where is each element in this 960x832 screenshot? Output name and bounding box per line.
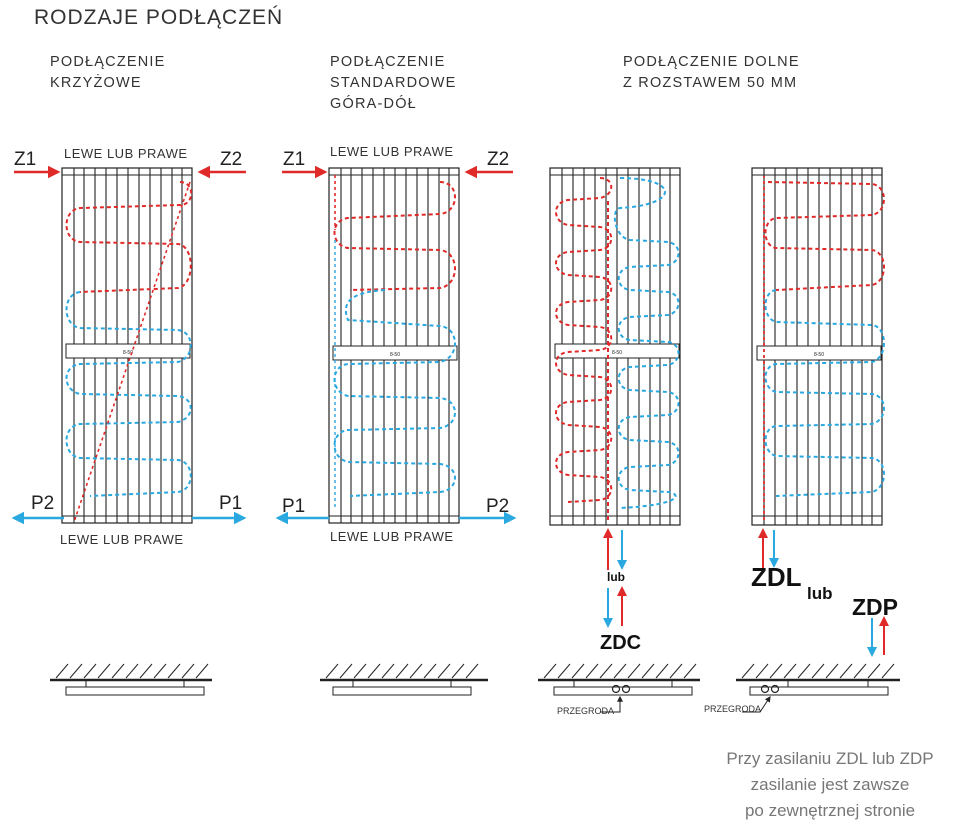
side-lub-label: lub (807, 584, 833, 603)
cross-connection-heading: PODŁĄCZENIE KRZYŻOWE (50, 54, 166, 91)
bottom-connection-heading: PODŁĄCZENIE DOLNE Z ROZSTAWEM 50 MM (623, 54, 800, 91)
radiator-bottom-center: 8-50 (549, 167, 681, 628)
top-view-1 (50, 663, 212, 696)
p1-bottom-label: LEWE LUB PRAWE (60, 532, 184, 547)
p2-bar-label: 8-50 (390, 352, 400, 358)
p2-supply-flow (333, 181, 456, 291)
center-lub-label: lub (607, 570, 625, 584)
supply-note: Przy zasilaniu ZDL lub ZDP zasilanie jes… (726, 749, 934, 820)
p1-bar-label: 8-50 (123, 350, 133, 356)
radiator-cross: 8-50 (11, 165, 247, 525)
p1-p1-label: P1 (219, 493, 243, 514)
p1-z2-label: Z2 (220, 149, 243, 170)
top-view-2 (320, 663, 488, 696)
p1-z1-label: Z1 (14, 149, 37, 170)
p4-supply-flow (764, 181, 885, 291)
p1-p2-label: P2 (31, 493, 55, 514)
p3-bar-label: 8-50 (612, 350, 622, 356)
p2-return-flow (333, 289, 456, 497)
p2-p2-label: P2 (486, 496, 510, 517)
p2-z1-label: Z1 (283, 149, 306, 170)
p2-bottom-label: LEWE LUB PRAWE (330, 529, 454, 544)
zdc-label: ZDC (600, 632, 642, 654)
partition-label-2: PRZEGRODA (704, 704, 762, 714)
p3-return-flow (613, 177, 680, 509)
zdp-label: ZDP (852, 594, 898, 620)
partition-label-1: PRZEGRODA (557, 706, 615, 716)
radiator-standard: 8-50 (275, 165, 517, 525)
p2-z2-label: Z2 (487, 149, 510, 170)
standard-connection-heading: PODŁĄCZENIE STANDARDOWE GÓRA-DÓŁ (330, 54, 457, 112)
page-title: RODZAJE PODŁĄCZEŃ (34, 6, 284, 29)
radiator-bottom-side: 8-50 (751, 167, 889, 657)
p1-return-flow (65, 291, 192, 497)
top-view-3 (538, 663, 700, 713)
p3-supply-flow (555, 177, 613, 520)
p4-bar-label: 8-50 (814, 352, 824, 358)
p1-supply-flow (65, 181, 193, 293)
p1-top-label: LEWE LUB PRAWE (64, 146, 188, 161)
p4-return-flow (764, 289, 885, 497)
top-view-4 (736, 663, 900, 713)
p2-top-label: LEWE LUB PRAWE (330, 144, 454, 159)
